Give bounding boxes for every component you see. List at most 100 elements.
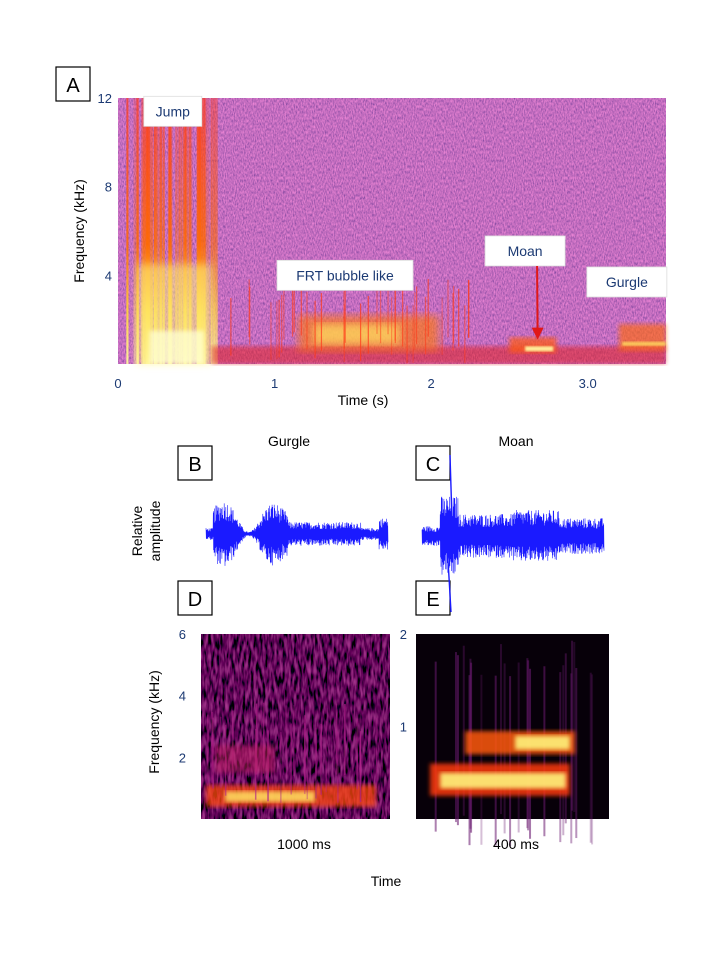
frt-streak [293,274,295,333]
jump-streak [183,98,187,364]
annotation-frt-bubble-like: FRT bubble like [276,259,414,291]
jump-streak [175,98,178,364]
frt-streak [414,292,416,350]
moan-streak [570,673,573,844]
jump-streak [186,98,189,364]
jump-streak [214,98,218,364]
panel-b-title: Gurgle [268,433,310,449]
axis-a-xtick: 1 [271,376,278,391]
frt-streak [249,286,251,345]
frt-streak [376,276,378,334]
panel-c-title: Moan [498,433,533,449]
annotation-box [276,259,414,291]
frt-streak [394,285,396,344]
jump-streak [126,98,129,364]
jump-streak [156,98,158,364]
jump-streak [206,98,210,364]
frt-streak [427,278,429,337]
frt-streak [468,279,470,338]
frt-streak [458,288,460,347]
panel-d: D 2 4 6 Frequency (kHz) 1000 ms [146,580,390,852]
panel-e: E 12 400 ms [400,580,609,852]
panel-b: Gurgle B Relative amplitude [129,433,389,566]
spectrogram-e-energy [430,640,594,847]
gurgle-streak [325,721,328,793]
moan-streak [589,672,592,843]
panel-c: Moan C [415,433,605,575]
gurgle-streak [304,715,306,787]
axis-d: 2 4 6 [179,627,186,765]
jump-streak [169,98,173,364]
axis-a-ytick: 4 [105,268,112,283]
gurgle-streak [344,703,346,775]
gurgle-streak [280,732,282,803]
panel-c-label-box [415,445,451,481]
frt-streak [391,297,393,355]
frt-streak [464,305,466,363]
jump-streak [148,98,151,364]
moan-streak [480,674,483,845]
panel-b-label-box [177,445,213,481]
moan-streak [468,675,471,846]
waveform-moan [421,496,605,575]
jump-streak [133,98,138,364]
frt-streak [314,300,316,359]
frt-streak [320,293,323,351]
jump-streak [197,98,200,364]
frt-streak [276,301,278,359]
panel-a-letter: A [66,75,80,97]
gurgle-streak [303,723,306,795]
gurgle-streak [207,714,209,786]
moan-streak [571,640,574,811]
moan-streak [575,668,578,839]
annotation-moan: Moan [484,235,566,340]
moan-streak [591,674,594,845]
jump-streak [161,98,165,364]
annotation-text: FRT bubble like [296,267,394,283]
jump-base [149,330,205,364]
frt-streak [406,305,408,364]
panel-e-duration: 400 ms [493,836,539,852]
annotation-gurgle: Gurgle [586,266,668,298]
panel-d-duration: 1000 ms [277,836,331,852]
jump-streak [157,98,162,364]
moan-streak [573,642,576,813]
annotation-box [143,95,203,127]
spectrogram-a [118,98,666,364]
frt-streak [230,297,232,356]
annotation-arrow-line [536,265,539,332]
jump-streak [189,98,193,364]
annotation-arrow-head [531,327,544,340]
moan-streak [454,652,457,823]
gurgle-streak [255,703,258,775]
jump-streak [142,98,146,364]
moan-streak [456,655,459,826]
annotation-text: Gurgle [606,274,648,290]
annotation-text: Moan [508,243,543,259]
gurgle-streak [337,731,339,803]
frt-streak [283,282,285,340]
frt-streak [379,285,382,344]
gurgle-harmonic [215,745,275,773]
panel-d-label-box [177,580,213,616]
frt-streak [278,299,280,358]
moan-streak [434,661,437,832]
frt-streak [367,295,369,354]
annotations-a: Jump FRT bubble like Moan Gurgle [143,95,668,340]
frt-streak [387,276,389,335]
jump-streak [202,98,206,364]
jump-streak [212,98,216,364]
panel-b-ylabel-line1: Relative [129,506,145,557]
axis-e: 12 [400,627,407,735]
frt-streak [415,286,418,345]
annotation-jump: Jump [143,95,203,127]
moan-streak [462,645,465,816]
moan-onset-spike [447,454,453,613]
axis-d-ytick: 6 [179,627,186,642]
jump-streak [150,98,153,364]
axis-a-xtick: 2 [428,376,435,391]
axis-a-ylabel: Frequency (kHz) [71,179,87,282]
